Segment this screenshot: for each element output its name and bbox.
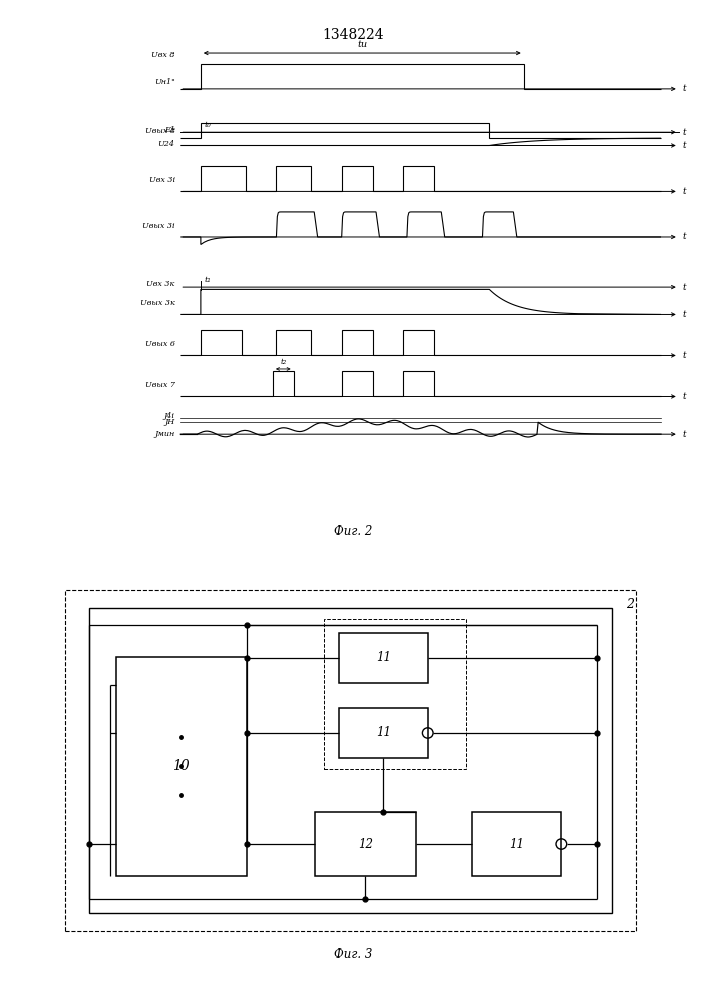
Text: t₂: t₂ [280,358,286,366]
Text: t: t [682,430,686,439]
Text: t: t [682,351,686,360]
Text: t: t [682,283,686,292]
Bar [324,619,467,769]
Bar [116,657,247,876]
Text: Uвых 7: Uвых 7 [145,381,175,389]
Text: Фиг. 3: Фиг. 3 [334,948,373,961]
Text: 11: 11 [375,726,391,739]
Text: t: t [682,141,686,150]
Text: Jмин: Jмин [154,430,175,438]
Text: t₀: t₀ [204,121,211,129]
Text: Uвых 6: Uвых 6 [145,340,175,348]
Text: U24: U24 [158,140,175,148]
Text: Uвх 8: Uвх 8 [151,51,175,59]
Text: 12: 12 [358,838,373,851]
Bar [89,607,612,913]
Bar [472,812,561,876]
Text: Фиг. 2: Фиг. 2 [334,525,373,538]
Text: t: t [682,187,686,196]
Text: t: t [682,128,686,137]
Text: E1: E1 [163,126,175,134]
Text: Uвых 8: Uвых 8 [145,127,175,135]
Text: 2: 2 [626,598,633,611]
Text: tu: tu [357,40,368,49]
Text: 1348224: 1348224 [322,28,385,42]
Bar [315,812,416,876]
Text: Uвых 3к: Uвых 3к [140,299,175,307]
Text: Uвх 3к: Uвх 3к [146,280,175,288]
Text: Uвх 3i: Uвх 3i [148,176,175,184]
Text: 11: 11 [375,651,391,664]
Text: t₁: t₁ [204,276,211,284]
Text: 11: 11 [509,838,525,851]
Bar [339,633,428,682]
Text: Uвых 3i: Uвых 3i [142,222,175,230]
Text: Uн1": Uн1" [154,78,175,86]
Text: 10: 10 [173,759,190,773]
Text: J4i: J4i [164,412,175,420]
Bar [339,708,428,758]
Text: t: t [682,392,686,401]
Text: JH: JH [165,418,175,426]
Text: t: t [682,232,686,241]
Text: t: t [682,84,686,93]
Text: t: t [682,310,686,319]
